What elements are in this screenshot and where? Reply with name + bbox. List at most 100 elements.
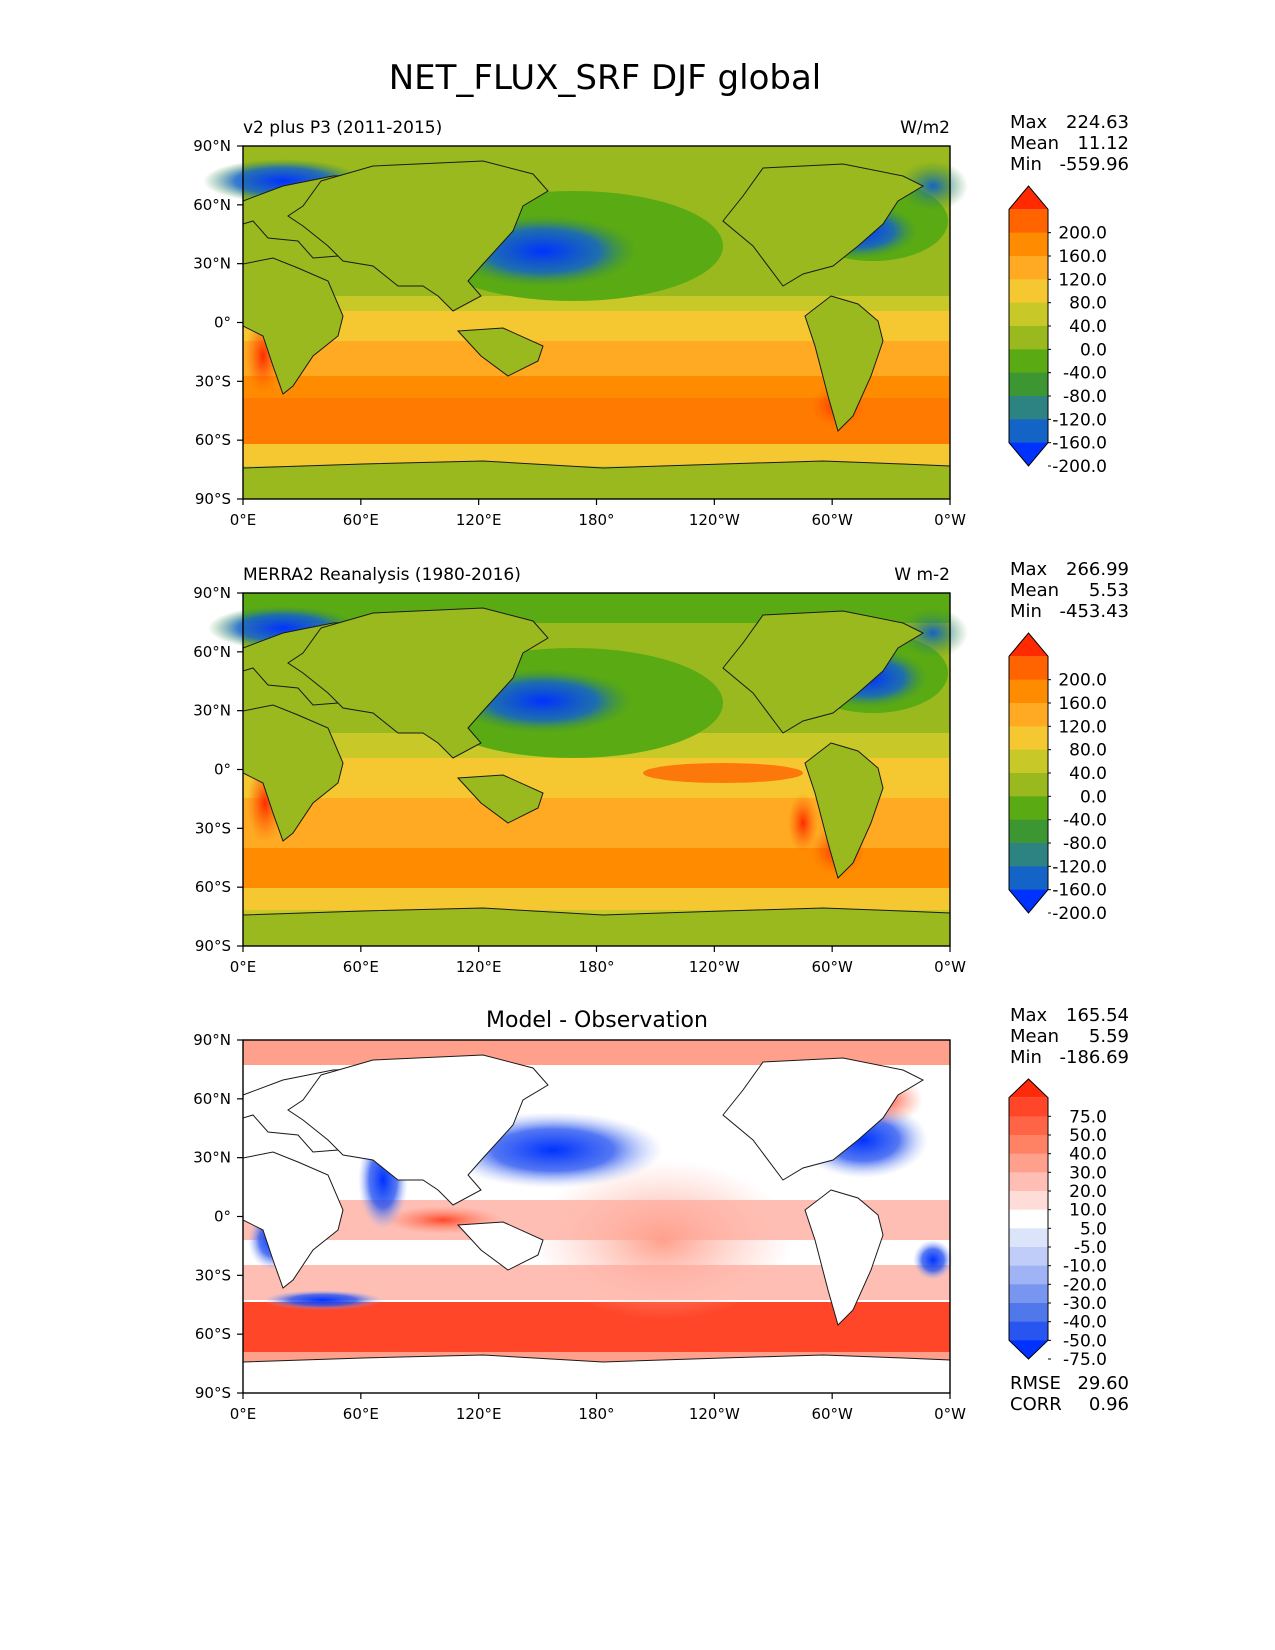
y-tick-label: 90°S xyxy=(195,937,231,955)
colorbar-segment xyxy=(1009,843,1048,867)
colorbar-tick-label: -160.0 xyxy=(1052,881,1107,901)
stat-label-min: Min xyxy=(1010,601,1042,622)
panel-2: MERRA2 Reanalysis (1980-2016) W m-2 0°E 6… xyxy=(193,565,968,976)
stat-label-max: Max xyxy=(1010,1005,1048,1026)
colorbar-tick-label: -40.0 xyxy=(1063,811,1107,831)
colorbar-segment xyxy=(1009,372,1048,397)
colorbar-extend-min xyxy=(1009,442,1048,466)
stat-value-mean: 5.59 xyxy=(1089,1026,1129,1047)
colorbar-tick-label: 40.0 xyxy=(1069,764,1107,784)
stat-value-mean: 11.12 xyxy=(1077,133,1129,154)
panel-3-stats: Max 165.54 Mean 5.59 Min -186.69 RMSE 29… xyxy=(1010,1005,1129,1415)
colorbar-segment xyxy=(1009,1116,1048,1136)
stat-value-rmse: 29.60 xyxy=(1077,1373,1129,1394)
colorbar-tick-label: 160.0 xyxy=(1058,694,1107,714)
colorbar-tick-label: 0.0 xyxy=(1080,340,1107,360)
stat-label-mean: Mean xyxy=(1010,133,1059,154)
x-tick-label: 120°W xyxy=(689,1405,740,1423)
axis-ticks: 0°E 60°E 120°E 180° 120°W 60°W 0°W 90°N 60°N 30°N… xyxy=(193,137,966,529)
colorbar-extend-max xyxy=(1009,1079,1048,1098)
colorbar-tick-label: 200.0 xyxy=(1058,224,1107,244)
colorbar-extend-min xyxy=(1009,1340,1048,1359)
y-tick-label: 60°N xyxy=(193,196,231,214)
colorbar-segment xyxy=(1009,726,1048,751)
colorbar-tick-label: 80.0 xyxy=(1069,294,1107,314)
panel-1-units: W/m2 xyxy=(900,118,950,138)
x-tick-label: 180° xyxy=(578,511,614,529)
x-tick-label: 0°W xyxy=(934,1405,966,1423)
panel-1-stats: Max 224.63 Mean 11.12 Min -559.96 xyxy=(1010,112,1129,175)
x-tick-label: 60°W xyxy=(811,511,853,529)
colorbar-tick-label: 160.0 xyxy=(1058,247,1107,267)
x-tick-label: 180° xyxy=(578,1405,614,1423)
panel-3: Model - Observation 0°E 60°E 120°E 180° 120°… xyxy=(193,1008,966,1423)
colorbar-tick-label: -5.0 xyxy=(1074,1238,1107,1258)
panel-3-center-title: Model - Observation xyxy=(486,1008,708,1033)
colorbar-segment xyxy=(1009,326,1048,350)
x-tick-label: 0°E xyxy=(230,1405,257,1423)
colorbar-segment xyxy=(1009,1265,1048,1285)
colorbar-segment xyxy=(1009,349,1048,374)
stat-label-min: Min xyxy=(1010,154,1042,175)
x-tick-label: 120°W xyxy=(689,511,740,529)
stat-value-min: -186.69 xyxy=(1060,1047,1129,1068)
colorbar-tick-label: -40.0 xyxy=(1063,1313,1107,1333)
stat-label-max: Max xyxy=(1010,112,1048,133)
y-tick-label: 60°N xyxy=(193,1090,231,1108)
colorbar-tick-label: -10.0 xyxy=(1063,1257,1107,1277)
y-tick-label: 30°S xyxy=(195,819,231,837)
y-tick-label: 30°S xyxy=(195,372,231,390)
colorbar-segment xyxy=(1009,1228,1048,1248)
figure-title: NET_FLUX_SRF DJF global xyxy=(389,58,822,98)
colorbar-tick-label: -120.0 xyxy=(1052,410,1107,430)
x-tick-label: 60°E xyxy=(343,958,379,976)
y-tick-label: 0° xyxy=(214,761,231,779)
stat-label-rmse: RMSE xyxy=(1010,1373,1061,1394)
y-tick-label: 90°N xyxy=(193,137,231,155)
stat-value-min: -559.96 xyxy=(1060,154,1129,175)
y-tick-label: 30°N xyxy=(193,255,231,273)
colorbar-segment xyxy=(1009,819,1048,844)
colorbar-segment xyxy=(1009,679,1048,704)
x-tick-label: 120°E xyxy=(456,958,502,976)
colorbar-tick-label: -75.0 xyxy=(1063,1350,1107,1370)
colorbar-tick-label: -30.0 xyxy=(1063,1294,1107,1314)
colorbar-segment xyxy=(1009,1097,1048,1117)
axis-ticks: 0°E 60°E 120°E 180° 120°W 60°W 0°W 90°N 60°N 30°N… xyxy=(193,584,966,976)
colorbar-tick-label: 20.0 xyxy=(1069,1182,1107,1202)
y-tick-label: 60°S xyxy=(195,878,231,896)
y-tick-label: 60°S xyxy=(195,431,231,449)
colorbar-segment xyxy=(1009,1303,1048,1323)
colorbar-tick-label: 80.0 xyxy=(1069,741,1107,761)
stat-label-min: Min xyxy=(1010,1047,1042,1068)
panel-1: v2 plus P3 (2011-2015) W/m2 0°E 60°E 120°E… xyxy=(193,118,968,529)
colorbar-segment xyxy=(1009,1247,1048,1267)
y-tick-label: 90°N xyxy=(193,1031,231,1049)
colorbar-segment xyxy=(1009,256,1048,280)
stat-value-mean: 5.53 xyxy=(1089,580,1129,601)
panel-2-units: W m-2 xyxy=(894,565,950,585)
y-tick-label: 30°S xyxy=(195,1266,231,1284)
colorbar-tick-label: 30.0 xyxy=(1069,1163,1107,1183)
colorbar-segment xyxy=(1009,396,1048,420)
panel-2-left-title: MERRA2 Reanalysis (1980-2016) xyxy=(243,565,521,585)
colorbar-segment xyxy=(1009,1135,1048,1155)
colorbar-segment xyxy=(1009,1153,1048,1173)
stat-label-mean: Mean xyxy=(1010,1026,1059,1047)
colorbar-tick-label: -160.0 xyxy=(1052,434,1107,454)
x-tick-label: 180° xyxy=(578,958,614,976)
colorbar-segment xyxy=(1009,749,1048,774)
colorbar-extend-min xyxy=(1009,889,1048,913)
x-tick-label: 60°E xyxy=(343,1405,379,1423)
colorbar-tick-label: 0.0 xyxy=(1080,787,1107,807)
stat-value-min: -453.43 xyxy=(1060,601,1129,622)
y-tick-label: 30°N xyxy=(193,1149,231,1167)
colorbar-segment xyxy=(1009,703,1048,727)
x-tick-label: 120°W xyxy=(689,958,740,976)
y-tick-label: 30°N xyxy=(193,702,231,720)
colorbar-tick-label: -80.0 xyxy=(1063,834,1107,854)
y-tick-label: 60°S xyxy=(195,1325,231,1343)
colorbar-tick-label: 120.0 xyxy=(1058,717,1107,737)
axis-ticks: 0°E 60°E 120°E 180° 120°W 60°W 0°W 90°N 60°N 30°N… xyxy=(193,1031,966,1423)
